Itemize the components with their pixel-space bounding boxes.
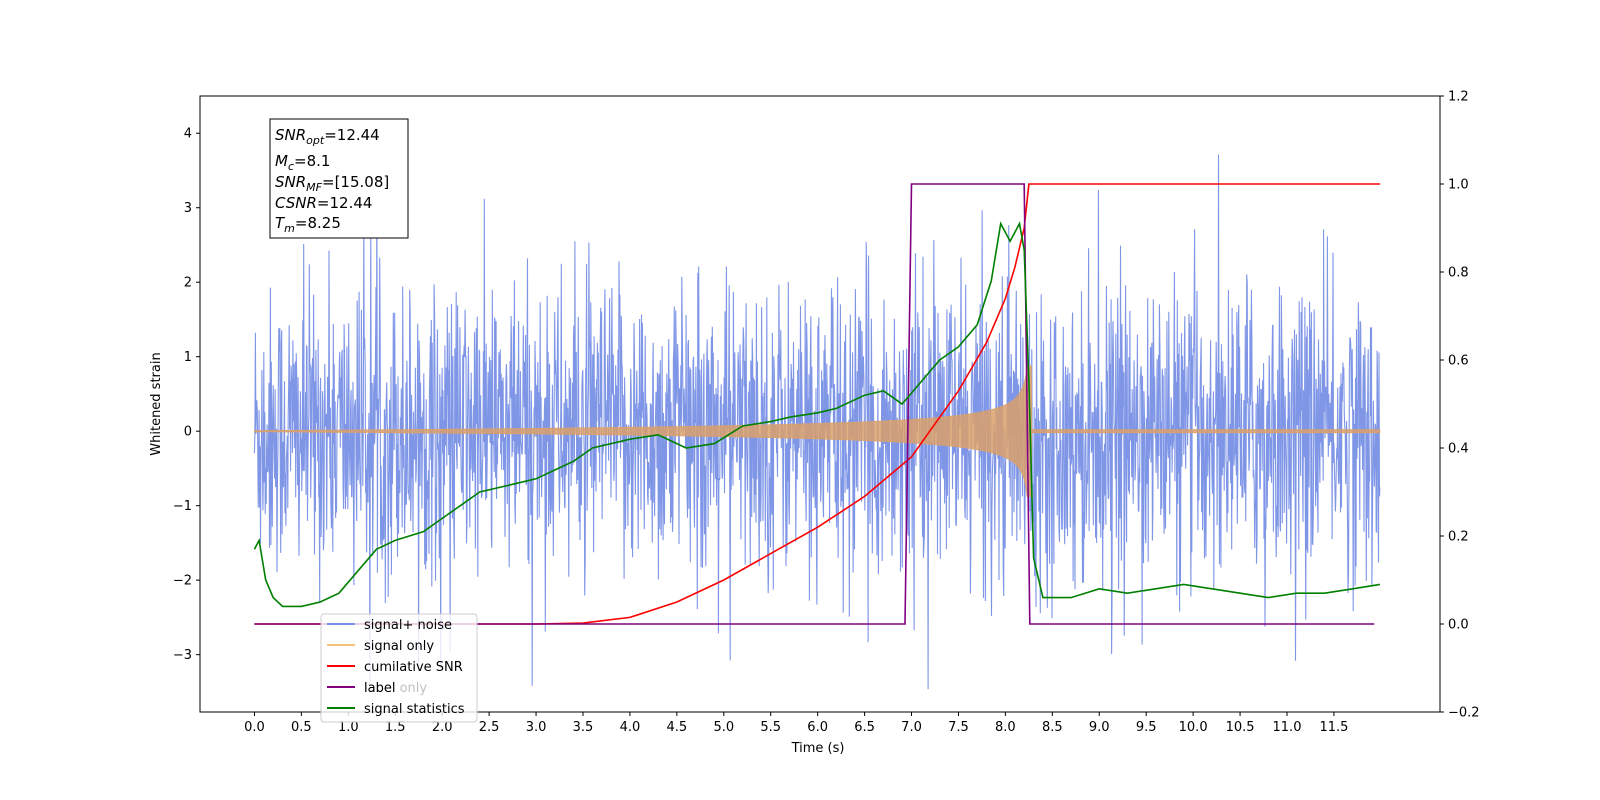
- x-tick-label: 11.5: [1319, 720, 1348, 735]
- y-tick-label: 4: [184, 127, 192, 142]
- legend: signal+ noise signal only cumilative SNR…: [320, 613, 478, 723]
- x-tick-label: 2.0: [432, 720, 453, 735]
- y2-tick-label: 0.0: [1448, 618, 1469, 633]
- y-axis-label: Whitened strain: [149, 352, 164, 455]
- x-tick-label: 9.5: [1136, 720, 1157, 735]
- y-tick-label: 2: [184, 276, 192, 291]
- x-tick-label: 6.5: [854, 720, 875, 735]
- x-tick-label: 0.0: [244, 720, 265, 735]
- signal-noise-line: [253, 154, 1381, 690]
- x-tick-label: 7.5: [948, 720, 969, 735]
- y-tick-label: 3: [184, 201, 192, 216]
- x-tick-label: 7.0: [901, 720, 922, 735]
- y-tick-label: −3: [173, 648, 192, 663]
- y-tick-label: 0: [184, 425, 192, 440]
- x-axis-ticks: 0.0 0.5 1.0 1.5 2.0 2.5 3.0 3.5 4.0 4.5 5.0 5.5 6.0 6…: [244, 712, 1348, 735]
- x-tick-label: 9.0: [1089, 720, 1110, 735]
- y2-tick-label: 1.0: [1448, 178, 1469, 193]
- legend-label-signal-only: signal only: [364, 639, 434, 654]
- x-tick-label: 5.5: [760, 720, 781, 735]
- y2-tick-label: 0.6: [1448, 354, 1469, 369]
- y2-axis-ticks: −0.2 0.0 0.2 0.4 0.6 0.8 1.0 1.2: [1440, 90, 1480, 721]
- legend-label-signal-noise: signal+ noise: [364, 618, 452, 633]
- right-axis-series: [253, 183, 1381, 625]
- y-axis-ticks: −3 −2 −1 0 1 2 3 4: [173, 127, 200, 663]
- x-tick-label: 11.0: [1273, 720, 1302, 735]
- legend-label-cumulative-snr: cumilative SNR: [364, 660, 463, 675]
- y-tick-label: −2: [173, 574, 192, 589]
- y2-tick-label: 0.8: [1448, 266, 1469, 281]
- y2-tick-label: −0.2: [1448, 706, 1480, 721]
- info-snr-mf: SNRMF=[15.08]: [275, 173, 389, 194]
- x-tick-label: 8.5: [1042, 720, 1063, 735]
- y2-tick-label: 0.2: [1448, 530, 1469, 545]
- x-tick-label: 0.5: [291, 720, 312, 735]
- x-tick-label: 10.0: [1179, 720, 1208, 735]
- info-snr-opt: SNRopt=12.44: [275, 126, 380, 147]
- legend-label-label-only: label only: [364, 681, 427, 696]
- x-tick-label: 3.0: [526, 720, 547, 735]
- x-tick-label: 1.5: [385, 720, 406, 735]
- info-csnr: CSNR=12.44: [275, 194, 372, 212]
- x-tick-label: 10.5: [1226, 720, 1255, 735]
- label-line: [254, 183, 1375, 625]
- info-box: SNRopt=12.44 Mc=8.1 SNRMF=[15.08] CSNR=1…: [269, 118, 409, 239]
- x-tick-label: 5.0: [713, 720, 734, 735]
- x-tick-label: 8.0: [995, 720, 1016, 735]
- y-tick-label: 1: [184, 350, 192, 365]
- x-tick-label: 6.0: [807, 720, 828, 735]
- x-tick-label: 4.0: [620, 720, 641, 735]
- info-tm: Tm=8.25: [275, 214, 341, 235]
- x-tick-label: 4.5: [667, 720, 688, 735]
- y2-tick-label: 0.4: [1448, 442, 1469, 457]
- y-tick-label: −1: [173, 499, 192, 514]
- x-axis-label: Time (s): [791, 741, 845, 756]
- signal-statistics-line: [253, 221, 1381, 608]
- signal-only-envelope: [254, 365, 1381, 497]
- plot-area-frame: [199, 95, 1441, 713]
- x-tick-label: 2.5: [479, 720, 500, 735]
- y2-tick-label: 1.2: [1448, 90, 1469, 105]
- legend-label-signal-statistics: signal statistics: [364, 702, 465, 717]
- legend-label-label: label: [364, 681, 395, 696]
- signal-only-series: [254, 365, 1381, 497]
- x-tick-label: 3.5: [573, 720, 594, 735]
- cumulative-snr-line: [254, 183, 1380, 625]
- info-mc: Mc=8.1: [275, 152, 330, 173]
- x-tick-label: 1.0: [338, 720, 359, 735]
- signal-noise-series: [253, 154, 1381, 690]
